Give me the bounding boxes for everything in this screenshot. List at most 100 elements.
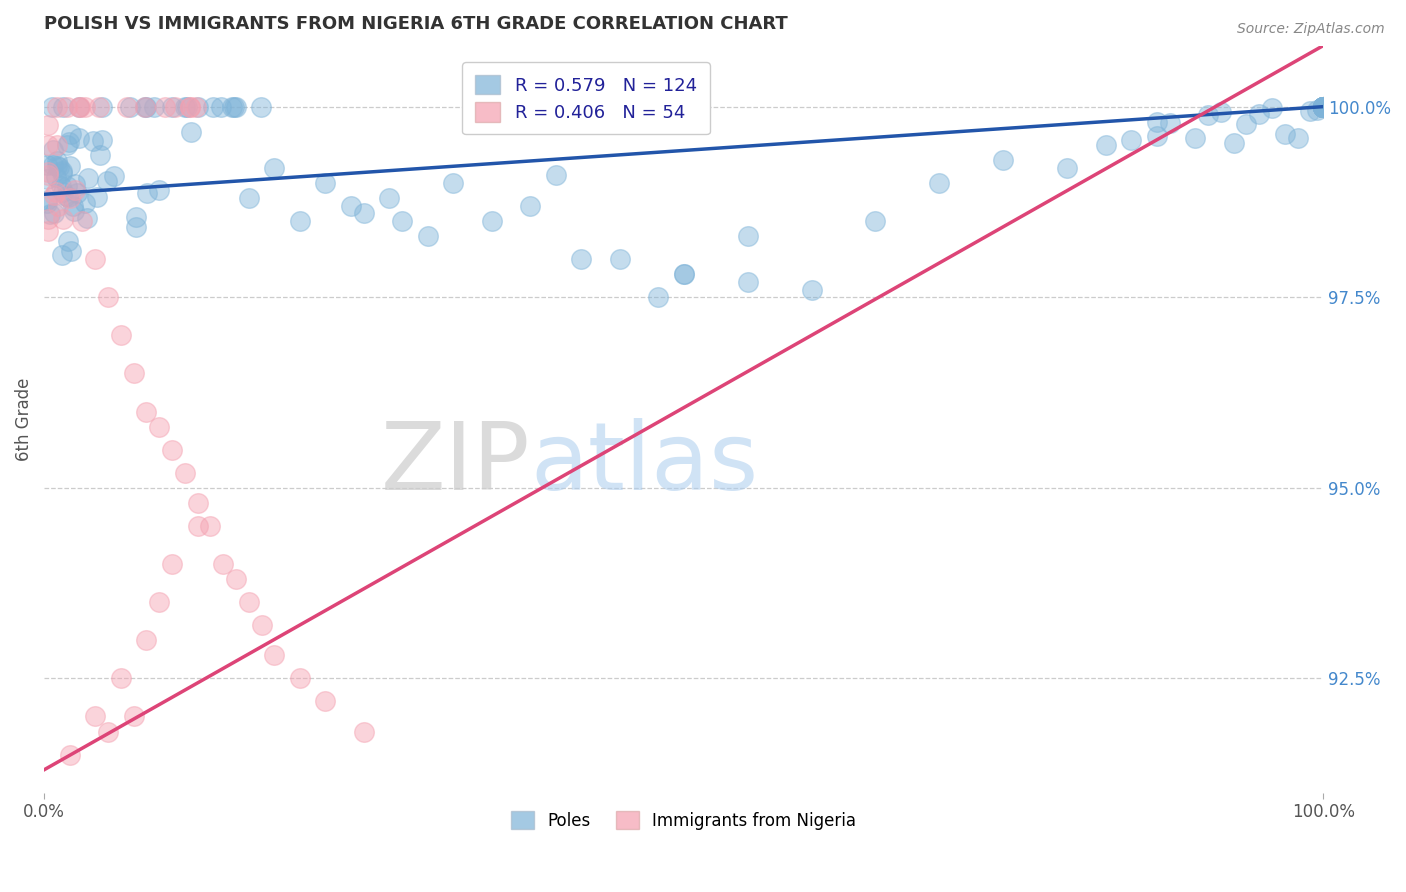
Point	[1312, 100, 1334, 114]
Point	[97, 290, 120, 304]
Text: POLISH VS IMMIGRANTS FROM NIGERIA 6TH GRADE CORRELATION CHART: POLISH VS IMMIGRANTS FROM NIGERIA 6TH GR…	[44, 15, 787, 33]
Point	[1222, 136, 1244, 151]
Point	[238, 191, 260, 205]
Point	[1312, 100, 1334, 114]
Point	[91, 100, 114, 114]
Point	[1312, 100, 1334, 114]
Point	[125, 211, 148, 225]
Point	[1234, 118, 1257, 132]
Point	[353, 724, 375, 739]
Point	[1146, 115, 1168, 129]
Point	[1184, 131, 1206, 145]
Point	[160, 442, 183, 457]
Point	[91, 133, 114, 147]
Point	[1312, 100, 1334, 114]
Point	[115, 100, 138, 114]
Point	[1261, 101, 1284, 115]
Point	[45, 100, 67, 114]
Point	[288, 214, 311, 228]
Point	[186, 100, 208, 114]
Point	[58, 135, 80, 149]
Point	[928, 176, 950, 190]
Point	[1306, 103, 1329, 117]
Point	[56, 137, 79, 152]
Point	[35, 172, 58, 186]
Point	[1312, 100, 1334, 114]
Point	[378, 191, 401, 205]
Point	[134, 100, 156, 114]
Point	[63, 177, 86, 191]
Point	[135, 404, 157, 418]
Point	[45, 137, 67, 152]
Point	[1312, 100, 1334, 114]
Point	[63, 184, 86, 198]
Point	[672, 268, 695, 282]
Point	[56, 100, 79, 114]
Point	[41, 100, 63, 114]
Point	[1159, 116, 1181, 130]
Point	[84, 709, 107, 723]
Point	[163, 100, 186, 114]
Point	[315, 176, 337, 190]
Point	[173, 466, 195, 480]
Point	[416, 229, 439, 244]
Point	[993, 153, 1015, 167]
Point	[1056, 161, 1078, 175]
Point	[1312, 100, 1334, 114]
Point	[1312, 100, 1334, 114]
Point	[103, 169, 125, 183]
Point	[1121, 133, 1143, 147]
Point	[67, 100, 90, 114]
Point	[481, 214, 503, 228]
Point	[59, 747, 82, 762]
Point	[55, 189, 77, 203]
Point	[263, 161, 285, 175]
Point	[672, 268, 695, 282]
Point	[76, 211, 98, 226]
Point	[1312, 100, 1334, 114]
Point	[45, 185, 67, 199]
Point	[1312, 100, 1334, 114]
Point	[59, 127, 82, 141]
Point	[46, 154, 69, 169]
Point	[82, 134, 104, 148]
Point	[48, 199, 70, 213]
Point	[37, 164, 59, 178]
Point	[37, 211, 59, 226]
Point	[209, 100, 232, 114]
Point	[45, 159, 67, 173]
Point	[179, 100, 201, 114]
Point	[51, 248, 73, 262]
Point	[155, 100, 177, 114]
Point	[69, 100, 91, 114]
Point	[544, 168, 567, 182]
Point	[1146, 129, 1168, 144]
Point	[160, 557, 183, 571]
Point	[44, 206, 66, 220]
Point	[187, 100, 209, 114]
Point	[148, 183, 170, 197]
Text: ZIP: ZIP	[381, 418, 530, 510]
Point	[51, 166, 73, 180]
Point	[122, 367, 145, 381]
Point	[1209, 105, 1232, 120]
Point	[42, 158, 65, 172]
Legend: Poles, Immigrants from Nigeria: Poles, Immigrants from Nigeria	[505, 805, 863, 837]
Point	[59, 191, 82, 205]
Point	[51, 185, 73, 199]
Text: atlas: atlas	[530, 418, 758, 510]
Point	[135, 186, 157, 201]
Point	[120, 100, 142, 114]
Point	[62, 199, 84, 213]
Point	[250, 618, 273, 632]
Point	[340, 199, 363, 213]
Point	[1197, 108, 1219, 122]
Point	[84, 252, 107, 266]
Point	[37, 168, 59, 182]
Point	[800, 283, 823, 297]
Point	[110, 671, 132, 685]
Point	[96, 174, 118, 188]
Point	[647, 290, 669, 304]
Point	[143, 100, 166, 114]
Point	[179, 100, 201, 114]
